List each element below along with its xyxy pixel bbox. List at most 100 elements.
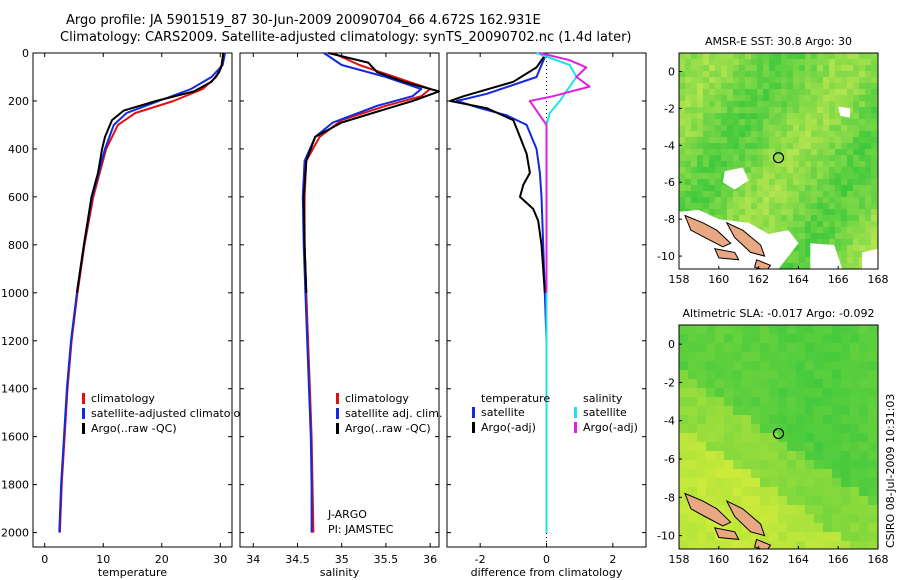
sst_map-frame [678,52,879,270]
temperature-ytick-label-8: 1600 [1,431,29,444]
temperature-xtick-label-3: 30 [213,553,227,566]
sla_map-xtick-label-5: 168 [868,553,889,566]
sla_map-ytick-label-5: -10 [657,530,675,543]
sla_map-title: Altimetric SLA: -0.017 Argo: -0.092 [683,307,875,320]
sst_map-ytick-label-1: -2 [664,102,675,115]
sla_map-field [679,325,878,549]
temperature-xlabel: temperature [98,566,167,579]
pi-label: PI: JAMSTEC [328,523,394,536]
difference-xlabel: difference from climatology [471,566,623,579]
sst_map-xtick-label-0: 158 [669,273,690,286]
side-timestamp-label: CSIRO 08-Jul-2009 10:31:03 [884,393,897,548]
difference-salinity-legend-label-0: satellite [583,406,627,419]
sla_map-land-0 [684,492,732,527]
temperature-ytick-label-6: 1200 [1,335,29,348]
difference-temperature-legend-label-1: Argo(-adj) [481,421,536,434]
sla_map-ytick-label-1: -2 [664,376,675,389]
temperature-legend-label-0: climatology [91,392,155,405]
difference-xtick-label-0: -2 [475,553,486,566]
sla_map-argo-location-marker [772,427,785,440]
salinity-xtick-label-1: 34.5 [285,553,310,566]
sla_map-ytick-label-3: -6 [664,453,675,466]
salinity-xtick-label-3: 35.5 [374,553,399,566]
sla_map-xtick-label-4: 166 [828,553,849,566]
salinity-panel: 34 34.5 35 35.5 36 salinity climatology satelli… [239,52,442,579]
agency-label: J-ARGO [327,508,367,521]
sla_map-ytick-label-4: -8 [664,491,675,504]
chart-title-line1: Argo profile: JA 5901519_87 30-Jun-2009 … [66,13,541,28]
sst-missing-data-1 [722,167,749,190]
sst_map-xtick-label-3: 164 [788,273,809,286]
temperature-legend-swatch-0 [82,393,85,404]
chart-title-line2: Climatology: CARS2009. Satellite-adjuste… [60,30,632,45]
salinity-plot-frame [239,52,440,548]
sst_map-xtick-label-1: 160 [708,273,729,286]
salinity-legend-swatch-0 [336,393,339,404]
salinity-legend-swatch-2 [336,423,339,434]
sst_map-ytick-label-3: -6 [664,176,675,189]
temperature-legend-label-1: satellite-adjusted climatology [91,407,254,420]
sla_map-ytick-label-2: -4 [664,415,675,428]
sla_map-frame [678,324,879,550]
difference-series-3 [528,52,591,293]
sst_map-xtick-label-2: 162 [748,273,769,286]
sst_map-ytick-label-0: 0 [668,65,675,78]
difference-salinity-legend-label-1: Argo(-adj) [583,421,638,434]
sst-missing-data-3 [838,106,851,118]
temperature-ytick-label-0: 0 [22,47,29,60]
salinity-xtick-label-4: 36 [423,553,437,566]
temperature-xtick-label-0: 0 [41,553,48,566]
temperature-ytick-label-5: 1000 [1,287,29,300]
temperature-series-2 [75,52,225,293]
temperature-panel: 0 10 20 30 0 200 400 600 800 1000 1200 1400 1600 1800… [1,47,254,579]
temperature-legend-swatch-2 [82,423,85,434]
sst-missing-data-2 [810,243,843,269]
difference-temperature-legend-swatch-1 [472,422,475,433]
difference-legend-salinity-header: salinity [583,392,623,405]
difference-salinity-legend-swatch-0 [574,407,577,418]
difference-temperature-legend-label-0: satellite [481,406,525,419]
salinity-xlabel: salinity [320,566,360,579]
temperature-legend-swatch-1 [82,408,85,419]
sla_map-land-1 [725,499,766,537]
sla_map-ytick-label-0: 0 [668,338,675,351]
difference-series-2 [536,52,578,533]
sst_map-land-2 [713,248,740,261]
temperature-ytick-label-2: 400 [8,143,29,156]
sla_map-land-2 [713,527,740,540]
sst_map-argo-location-marker [772,152,785,164]
sst_map-land-1 [725,221,766,257]
difference-series-1 [449,52,548,293]
temperature-ytick-label-3: 600 [8,191,29,204]
sst_map-ytick-label-5: -10 [657,250,675,263]
difference-xtick-label-1: 0 [543,553,550,566]
salinity-xtick-label-0: 34 [246,553,260,566]
salinity-legend-label-1: satellite adj. clim. [345,407,442,420]
sst-missing-data-4 [862,248,878,269]
salinity-series-1 [301,52,423,533]
sla_map-panel: Altimetric SLA: -0.017 Argo: -0.092 158 16… [657,307,888,566]
temperature-ytick-label-9: 1800 [1,479,29,492]
sla_map-xtick-label-1: 160 [708,553,729,566]
salinity-legend-swatch-1 [336,408,339,419]
sst_map-ytick-label-4: -8 [664,213,675,226]
salinity-legend-label-2: Argo(..raw -QC) [345,422,431,435]
difference-xtick-label-2: 2 [609,553,616,566]
sst_map-xtick-label-4: 166 [828,273,849,286]
sla_map-xtick-label-2: 162 [748,553,769,566]
temperature-legend-label-2: Argo(..raw -QC) [91,422,177,435]
temperature-ytick-label-7: 1400 [1,383,29,396]
salinity-legend-label-0: climatology [345,392,409,405]
salinity-series-2 [302,52,440,293]
sst_map-title: AMSR-E SST: 30.8 Argo: 30 [705,35,852,48]
temperature-xtick-label-2: 20 [155,553,169,566]
temperature-ytick-label-10: 2000 [1,527,29,540]
sst_map-xtick-label-5: 168 [868,273,889,286]
salinity-xtick-label-2: 35 [335,553,349,566]
sst_map-ytick-label-2: -4 [664,139,675,152]
difference-legend-temperature-header: temperature [481,392,550,405]
sla_map-xtick-label-3: 164 [788,553,809,566]
temperature-xtick-label-1: 10 [96,553,110,566]
